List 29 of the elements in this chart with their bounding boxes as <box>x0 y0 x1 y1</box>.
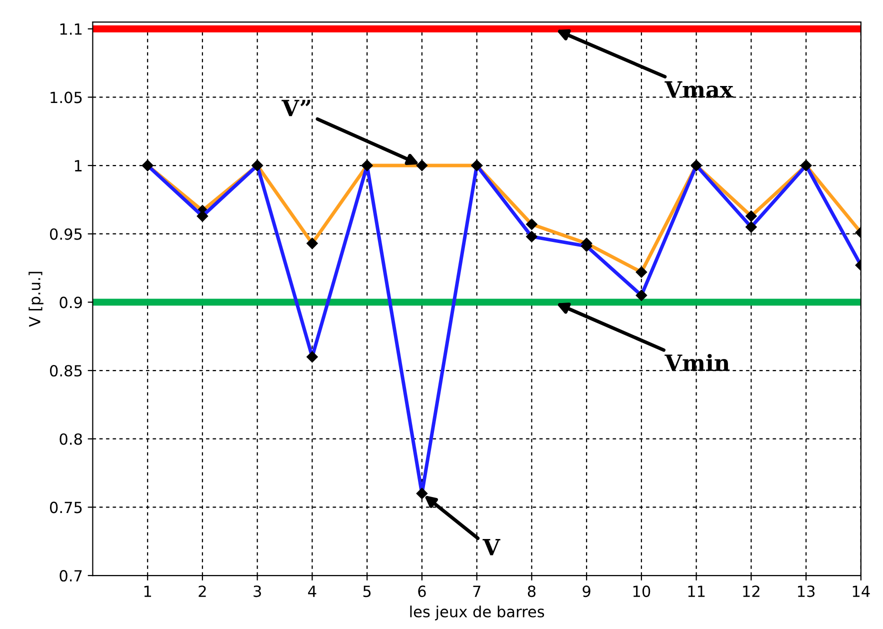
ref-line-label: Vmin <box>664 354 730 371</box>
y-tick-label: 0.85 <box>50 364 82 377</box>
x-tick-label: 1 <box>144 586 152 597</box>
x-tick-label: 5 <box>363 586 371 598</box>
y-tick-label: 0.9 <box>60 296 82 308</box>
x-tick-label: 9 <box>582 586 590 598</box>
x-tick-label: 14 <box>852 586 870 597</box>
x-axis-title: les jeux de barres <box>410 606 544 620</box>
x-tick-label: 7 <box>473 586 480 597</box>
ref-line-label: Vmax <box>664 81 734 98</box>
annotation: V <box>482 539 500 556</box>
y-tick-label: 0.95 <box>50 228 82 240</box>
x-tick-label: 6 <box>418 586 426 598</box>
y-tick-label: 0.75 <box>50 502 82 514</box>
annotation: V” <box>282 100 310 116</box>
y-tick-label: 1.05 <box>50 92 82 104</box>
x-tick-label: 3 <box>254 586 261 598</box>
y-tick-label: 1.1 <box>60 24 82 35</box>
x-tick-label: 11 <box>688 586 705 597</box>
x-tick-label: 10 <box>633 586 650 598</box>
y-tick-label: 0.8 <box>60 433 82 445</box>
x-tick-label: 13 <box>798 586 815 598</box>
y-tick-label: 1 <box>74 160 82 172</box>
x-tick-label: 2 <box>198 586 206 597</box>
x-tick-label: 4 <box>308 586 316 597</box>
x-tick-label: 12 <box>743 586 760 597</box>
y-axis-title: V [p.u.] <box>28 272 44 327</box>
y-tick-label: 0.7 <box>60 570 82 582</box>
x-tick-label: 8 <box>528 586 536 598</box>
